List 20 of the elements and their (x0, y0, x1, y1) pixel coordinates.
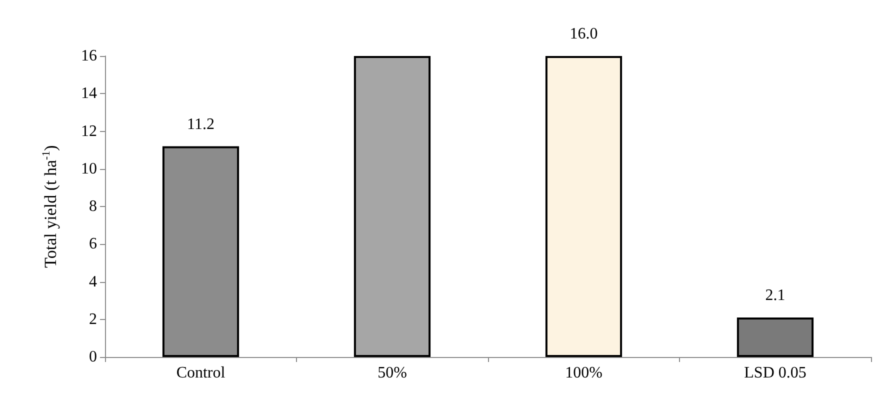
y-tick-label: 8 (89, 198, 97, 215)
x-tick-label: Control (176, 364, 226, 382)
y-tick-label: 0 (89, 348, 97, 366)
y-tick-label: 12 (81, 122, 97, 140)
bar (736, 317, 814, 357)
y-tick-label: 16 (81, 48, 97, 64)
x-tick-label: 100% (565, 364, 602, 382)
data-label: 16.0 (570, 26, 598, 42)
y-tick-label: 6 (89, 236, 97, 253)
bar (354, 56, 431, 357)
y-tick-label: 2 (89, 310, 97, 328)
x-tick-label: 50% (378, 364, 407, 382)
y-axis-title: Total yield (t ha-1) (40, 145, 60, 268)
data-label: 11.2 (187, 116, 214, 133)
bar (545, 56, 622, 357)
x-tick-label: LSD 0.05 (744, 364, 806, 382)
y-tick-label: 4 (89, 273, 97, 290)
y-tick-label: 10 (81, 160, 97, 178)
data-label: 2.1 (765, 286, 786, 304)
y-tick-label: 14 (81, 85, 97, 102)
